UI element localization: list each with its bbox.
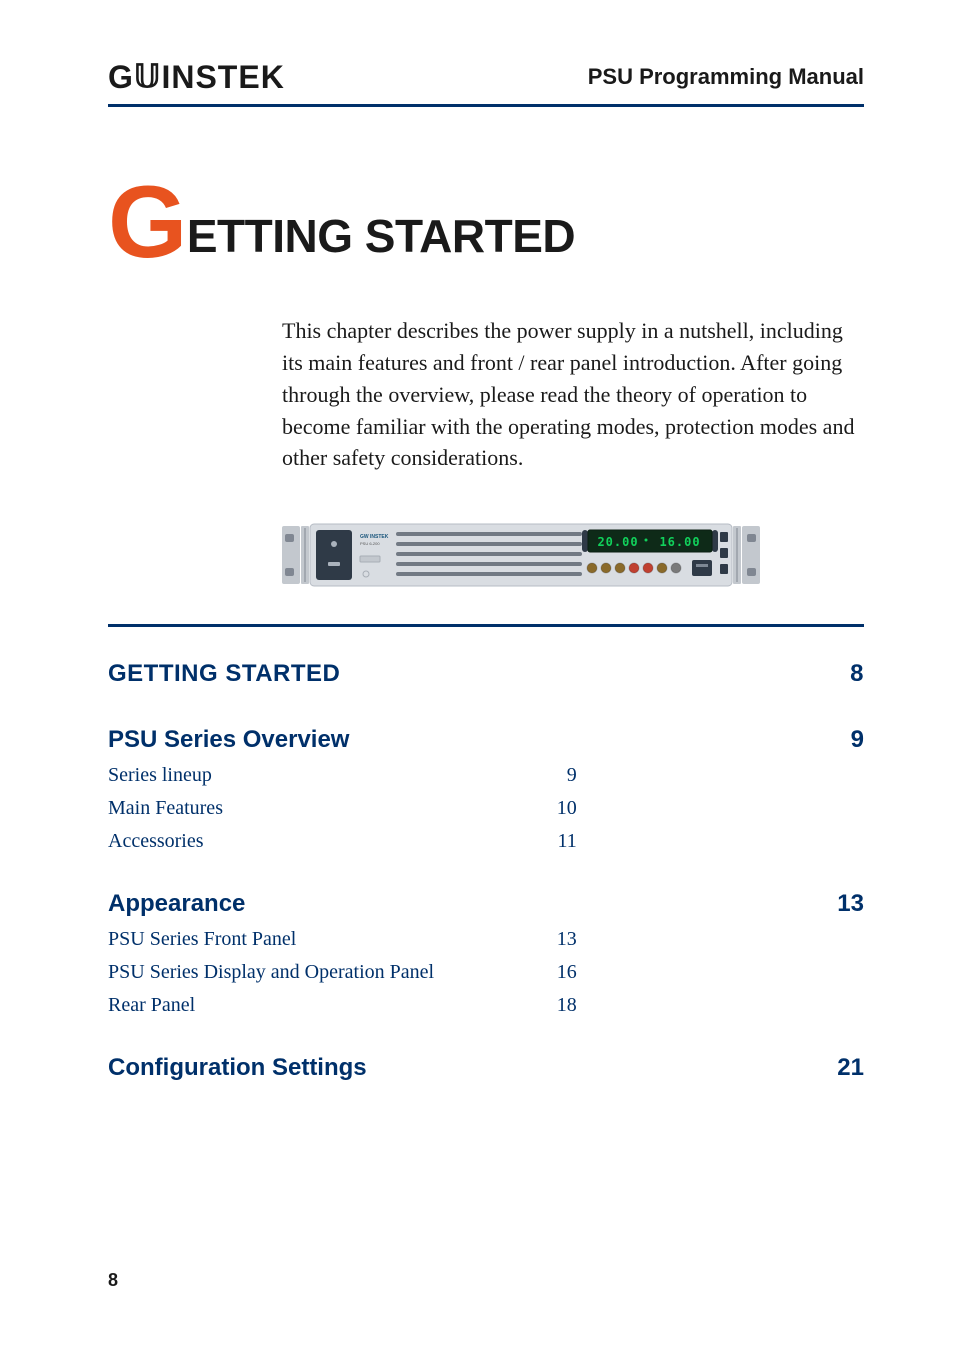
device-figure: GW INSTEKPSU 6-200 20.00 16.00 — [282, 518, 864, 596]
toc-page: 9 — [851, 721, 864, 758]
toc-page: 8 — [850, 655, 864, 692]
toc-page: 21 — [837, 1049, 864, 1086]
toc-page: 13 — [837, 885, 864, 922]
table-of-contents: GETTING STARTED 8PSU Series Overview 9Se… — [108, 655, 864, 1086]
toc-label: Main Features — [108, 793, 223, 824]
chapter-title: GETTING STARTED — [108, 187, 864, 263]
toc-page: 10 — [557, 793, 577, 824]
toc-label: Series lineup — [108, 760, 212, 791]
toc-entry: GETTING STARTED 8 — [108, 655, 864, 692]
toc-page: 9 — [567, 760, 577, 791]
header-title: PSU Programming Manual — [588, 64, 864, 90]
toc-label: Accessories — [108, 826, 204, 857]
toc-entry: Accessories 11 — [108, 826, 577, 857]
svg-text:20.00: 20.00 — [597, 535, 638, 549]
toc-entry: PSU Series Overview 9 — [108, 721, 864, 758]
toc-page: 18 — [557, 990, 577, 1021]
toc-entry: Main Features 10 — [108, 793, 577, 824]
svg-text:GW INSTEK: GW INSTEK — [360, 534, 389, 540]
toc-entry: PSU Series Front Panel 13 — [108, 924, 577, 955]
toc-label: PSU Series Front Panel — [108, 924, 296, 955]
chapter-intro: This chapter describes the power supply … — [282, 315, 858, 474]
toc-entry: Rear Panel 18 — [108, 990, 577, 1021]
toc-divider — [108, 624, 864, 627]
toc-entry: Configuration Settings 21 — [108, 1049, 864, 1086]
toc-label: Configuration Settings — [108, 1049, 367, 1086]
dropcap: G — [108, 165, 187, 279]
toc-label: PSU Series Overview — [108, 721, 349, 758]
brand-logo: G𝕌INSTEK — [108, 58, 285, 96]
svg-text:16.00: 16.00 — [659, 535, 700, 549]
toc-label: GETTING STARTED — [108, 655, 340, 692]
toc-label: Rear Panel — [108, 990, 195, 1021]
toc-label: PSU Series Display and Operation Panel — [108, 957, 434, 988]
device-svg: GW INSTEKPSU 6-200 20.00 16.00 — [282, 518, 760, 596]
toc-page: 16 — [557, 957, 577, 988]
toc-label: Appearance — [108, 885, 245, 922]
toc-page: 13 — [557, 924, 577, 955]
toc-entry: Series lineup 9 — [108, 760, 577, 791]
page-header: G𝕌INSTEK PSU Programming Manual — [108, 58, 864, 107]
toc-entry: PSU Series Display and Operation Panel 1… — [108, 957, 577, 988]
toc-page: 11 — [557, 826, 576, 857]
toc-entry: Appearance 13 — [108, 885, 864, 922]
page-number: 8 — [108, 1270, 118, 1291]
svg-text:PSU 6-200: PSU 6-200 — [360, 541, 380, 546]
